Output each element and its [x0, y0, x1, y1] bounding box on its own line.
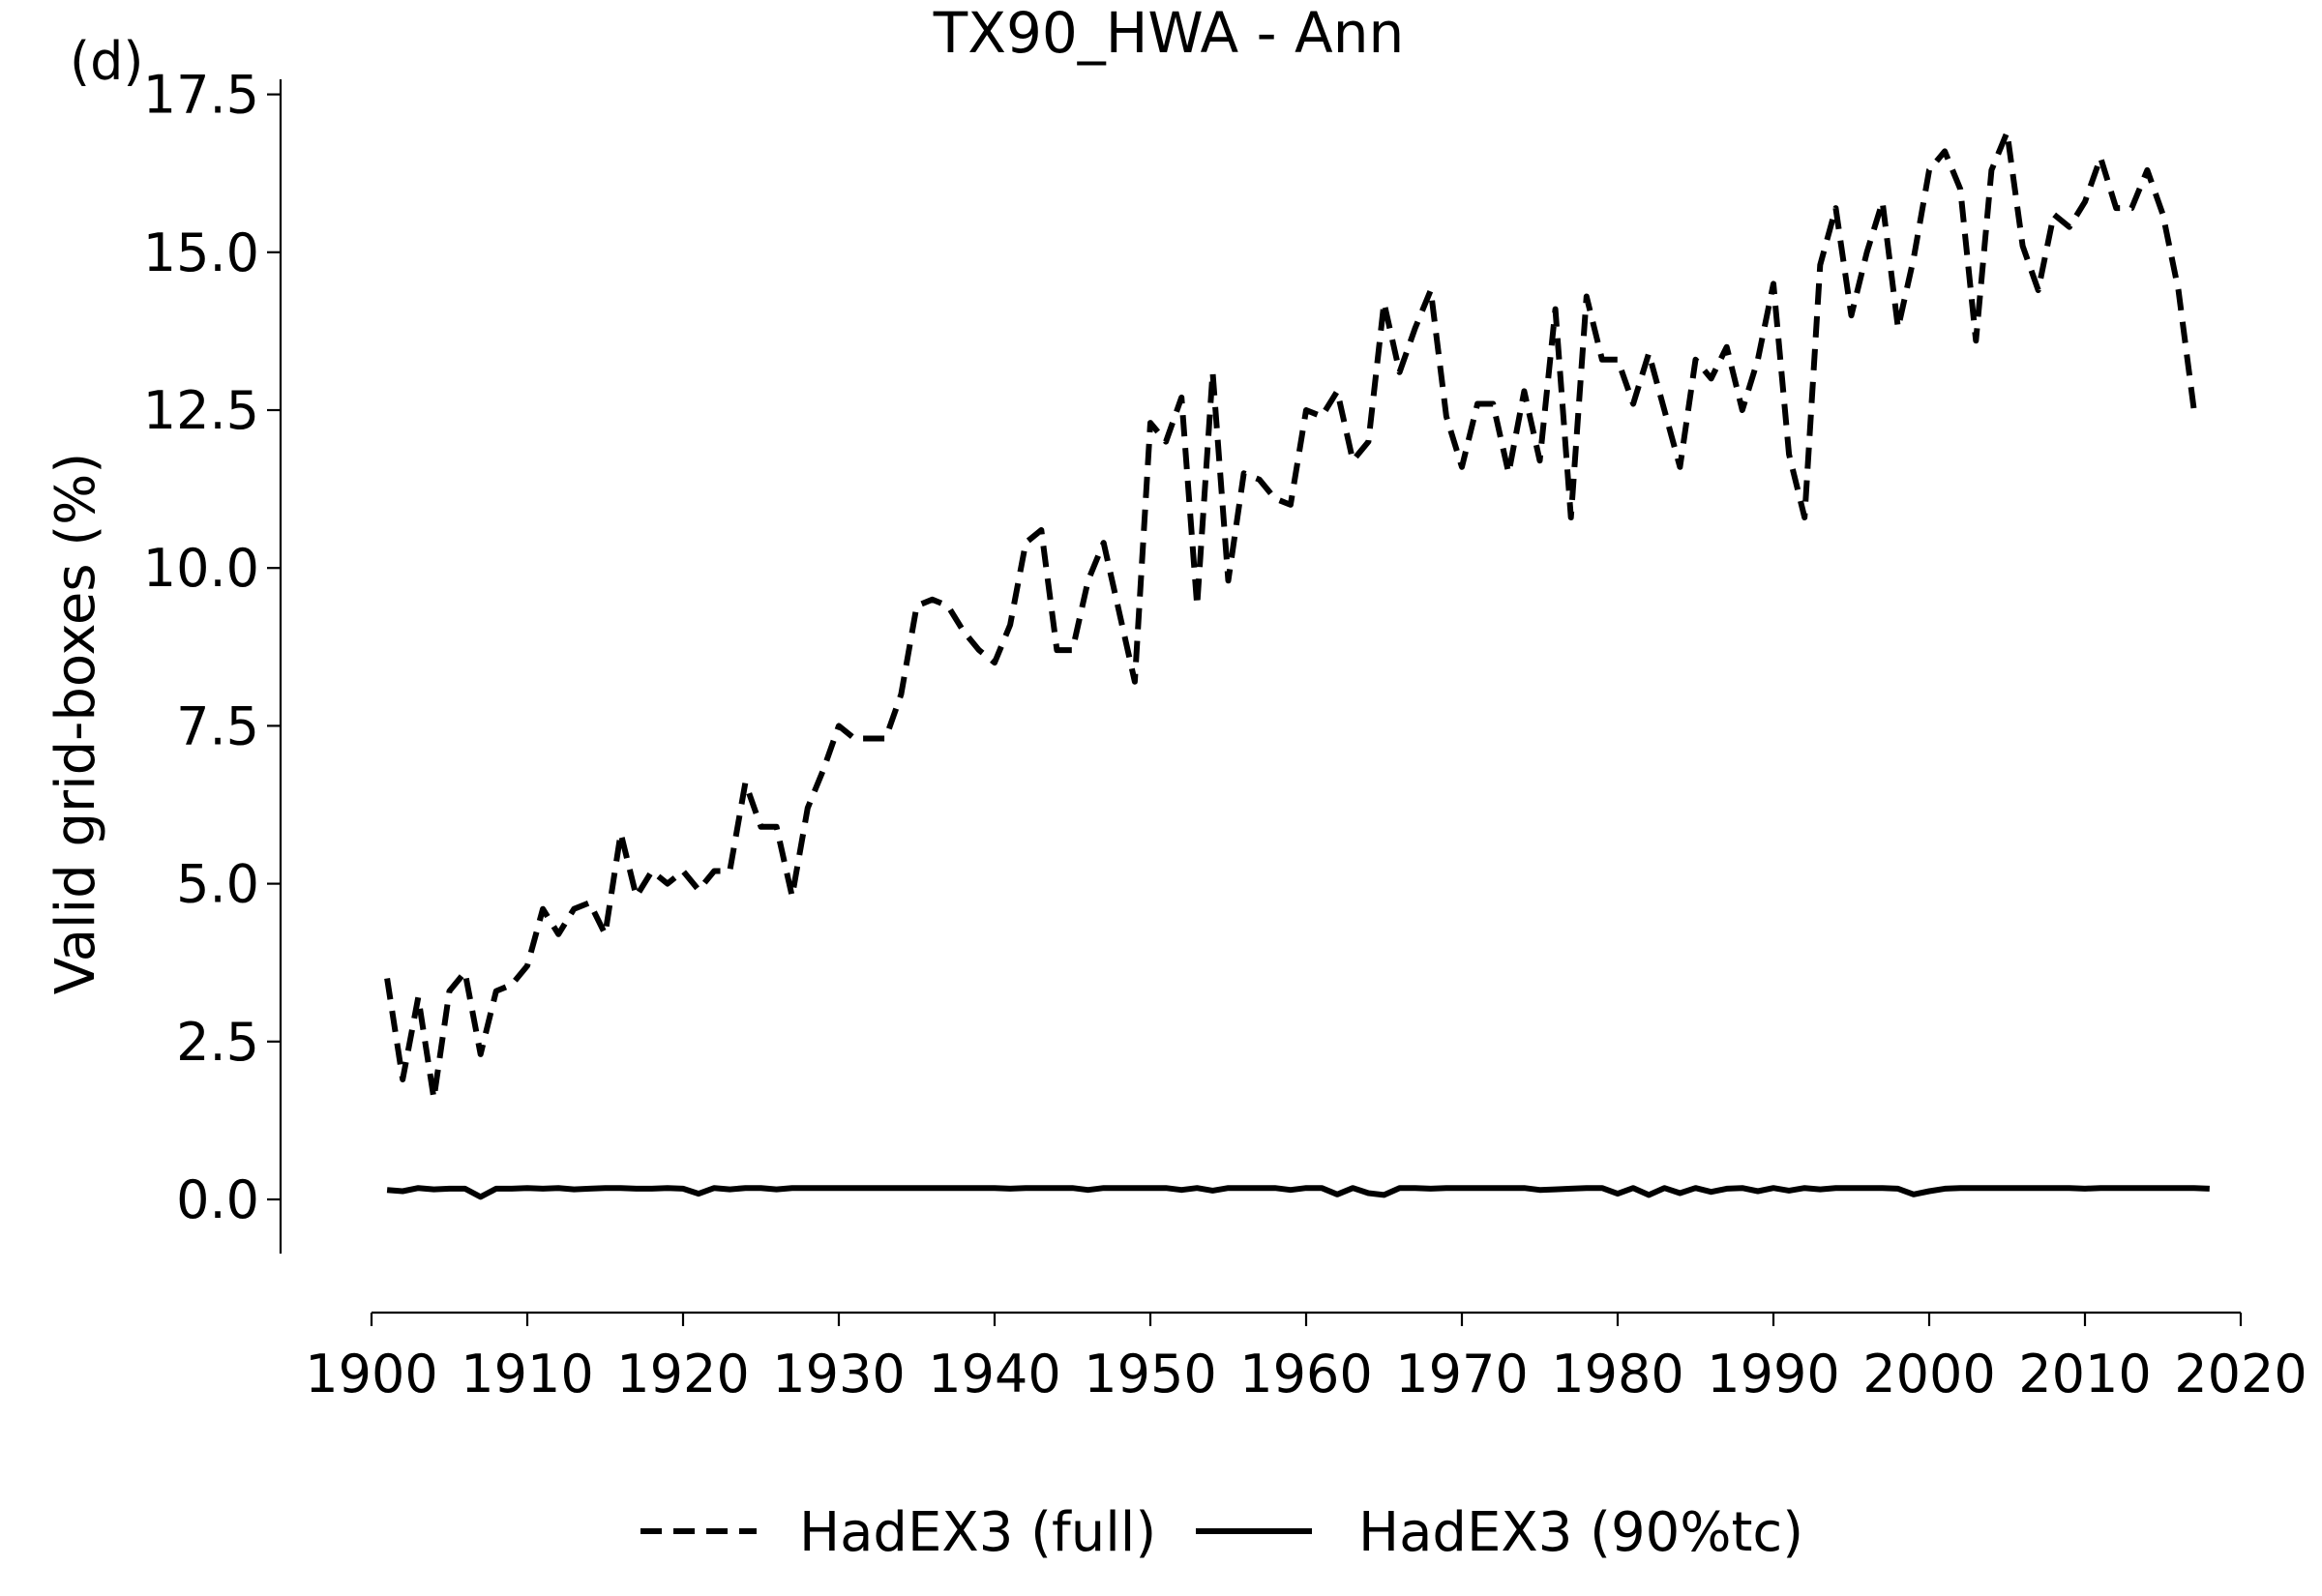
y-tick-label: 2.5 [176, 1012, 259, 1073]
x-axis-ticks: 1900 1910 1920 1930 1940 1950 1960 1970 1980 1990… [305, 1313, 2307, 1404]
legend-label-hadex3-full: HadEX3 (full) [799, 1501, 1156, 1564]
legend-label-hadex3-90tc: HadEX3 (90%tc) [1358, 1501, 1803, 1564]
x-tick-label: 1920 [616, 1344, 749, 1404]
y-tick-label: 0.0 [176, 1169, 259, 1230]
y-tick-label: 17.5 [143, 65, 259, 126]
y-tick-label: 15.0 [143, 222, 259, 283]
panel-label: (d) [70, 31, 143, 92]
x-tick-label: 1960 [1239, 1344, 1372, 1404]
y-axis-label: Valid grid-boxes (%) [45, 453, 107, 994]
y-tick-label: 7.5 [176, 695, 259, 756]
series-line-hadex3-full [384, 129, 2197, 1102]
plot-series [384, 129, 2210, 1200]
y-axis-ticks: 0.0 2.5 5.0 7.5 10.0 12.5 15.0 17.5 [143, 65, 281, 1230]
x-tick-label: 1950 [1084, 1344, 1216, 1404]
y-tick-label: 10.0 [143, 538, 259, 599]
x-tick-label: 1980 [1551, 1344, 1683, 1404]
series-line-hadex3-90tc [386, 1185, 2210, 1200]
y-tick-label: 12.5 [143, 380, 259, 441]
x-tick-label: 1900 [305, 1344, 437, 1404]
x-tick-label: 1970 [1395, 1344, 1528, 1404]
x-tick-label: 2020 [2174, 1344, 2307, 1404]
x-tick-label: 1930 [772, 1344, 905, 1404]
x-tick-label: 1990 [1707, 1344, 1839, 1404]
legend: HadEX3 (full) HadEX3 (90%tc) [640, 1501, 1803, 1564]
x-tick-label: 1910 [461, 1344, 593, 1404]
x-tick-label: 1940 [928, 1344, 1060, 1404]
y-tick-label: 5.0 [176, 854, 259, 915]
chart-title: TX90_HWA - Ann [933, 0, 1404, 66]
x-tick-label: 2010 [2018, 1344, 2151, 1404]
x-tick-label: 2000 [1862, 1344, 1995, 1404]
